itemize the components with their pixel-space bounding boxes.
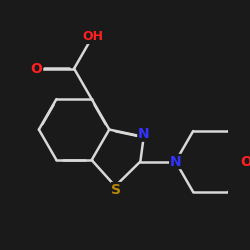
Text: O: O [240,154,250,168]
Text: N: N [170,154,181,168]
Text: N: N [138,127,149,141]
Text: OH: OH [82,30,103,44]
Text: O: O [31,62,42,76]
Text: S: S [111,182,121,196]
